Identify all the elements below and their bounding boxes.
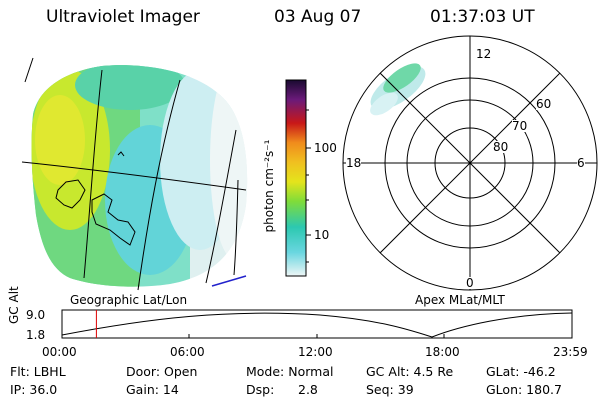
geographic-grid xyxy=(21,57,247,291)
colorbar-tick-10: 10 xyxy=(314,228,330,242)
mlt-label-6: 6 xyxy=(577,156,585,170)
instrument-title: Ultraviolet Imager xyxy=(46,7,200,27)
continent-outline xyxy=(55,179,136,246)
geo-panel-label: Geographic Lat/Lon xyxy=(70,293,188,307)
alt-xtick-0600: 06:00 xyxy=(170,345,205,359)
mlt-label-12: 12 xyxy=(476,47,492,61)
glat-value: GLat: -46.2 xyxy=(486,364,556,379)
alt-plot-ylabel: GC Alt xyxy=(7,286,21,324)
alt-ytick-min: 1.8 xyxy=(26,328,46,342)
time-label: 01:37:03 UT xyxy=(430,7,535,27)
x-ticks xyxy=(61,334,573,338)
glon-value: GLon: 180.7 xyxy=(486,382,562,397)
orbit-track xyxy=(211,275,247,287)
gc-alt-value: GC Alt: 4.5 Re xyxy=(366,364,454,379)
altitude-curve xyxy=(61,312,573,338)
ip-value: IP: 36.0 xyxy=(10,382,58,397)
filter-value: Flt: LBHL xyxy=(10,364,66,379)
dsp-label: Dsp: xyxy=(246,382,275,397)
mlt-label-0: 0 xyxy=(466,276,474,290)
mlat-label-60: 60 xyxy=(536,97,552,111)
polar-grid xyxy=(342,35,598,291)
alt-xtick-0000: 00:00 xyxy=(42,345,77,359)
mlt-label-18: 18 xyxy=(346,156,362,170)
dsp-value: 2.8 xyxy=(298,382,318,397)
gain-value: Gain: 14 xyxy=(126,382,179,397)
alt-xtick-2359: 23:59 xyxy=(553,345,588,359)
mode-value: Mode: Normal xyxy=(246,364,334,379)
seq-value: Seq: 39 xyxy=(366,382,414,397)
alt-ytick-max: 9.0 xyxy=(26,308,46,322)
door-value: Door: Open xyxy=(126,364,198,379)
alt-xtick-1800: 18:00 xyxy=(425,345,460,359)
uv-intensity-image xyxy=(31,65,248,287)
alt-xtick-1200: 12:00 xyxy=(298,345,333,359)
mlat-label-70: 70 xyxy=(512,119,528,133)
polar-panel-label: Apex MLat/MLT xyxy=(415,293,505,307)
date-label: 03 Aug 07 xyxy=(274,7,362,27)
mlat-label-80: 80 xyxy=(493,140,509,154)
colorbar-tick-100: 100 xyxy=(314,141,337,155)
